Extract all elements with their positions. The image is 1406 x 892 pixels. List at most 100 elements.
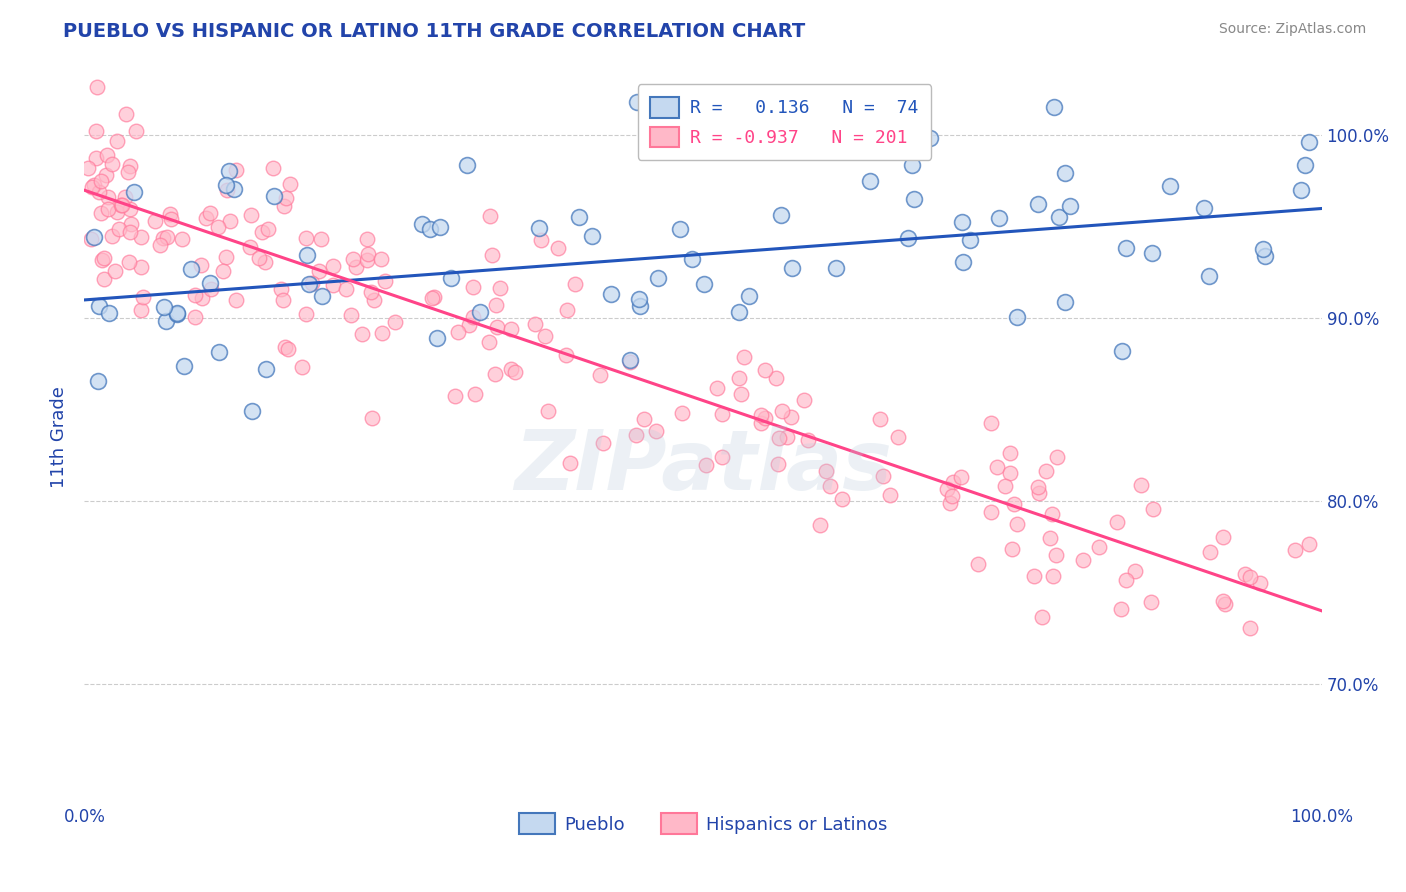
Point (681, 252, 703, 266)
Point (627, 292, 650, 306)
Point (1045, 548, 1067, 562)
Point (83, 178, 105, 193)
Point (239, 208, 262, 222)
Point (768, 431, 790, 445)
Point (695, 458, 717, 473)
Point (950, 215, 973, 229)
Point (322, 259, 344, 273)
Point (941, 489, 963, 503)
Y-axis label: 11th Grade: 11th Grade (51, 386, 69, 488)
Point (754, 411, 776, 425)
Point (555, 347, 578, 361)
Point (1198, 268, 1220, 283)
Point (737, 289, 759, 303)
Point (461, 310, 484, 324)
Point (626, 95, 648, 109)
Point (558, 457, 581, 471)
Point (589, 368, 612, 383)
Point (273, 199, 295, 213)
Point (249, 251, 271, 265)
Point (1054, 295, 1077, 310)
Point (1111, 602, 1133, 616)
Point (920, 131, 942, 145)
Point (949, 470, 972, 484)
Point (356, 232, 378, 246)
Point (444, 389, 467, 403)
Point (644, 425, 666, 439)
Point (426, 331, 449, 345)
Point (1139, 595, 1161, 609)
Point (253, 254, 276, 268)
Point (225, 162, 247, 177)
Point (374, 274, 396, 288)
Point (166, 306, 188, 320)
Point (808, 518, 831, 533)
Point (1039, 531, 1062, 545)
Point (1005, 310, 1028, 324)
Point (1035, 464, 1057, 478)
Point (936, 483, 959, 497)
Point (371, 326, 394, 340)
Point (80, 231, 103, 245)
Point (87, 185, 110, 199)
Point (901, 158, 924, 172)
Point (564, 277, 586, 291)
Point (1192, 201, 1215, 215)
Point (534, 329, 557, 343)
Point (711, 408, 734, 422)
Text: Source: ZipAtlas.com: Source: ZipAtlas.com (1219, 22, 1367, 37)
Point (340, 308, 363, 322)
Point (557, 303, 579, 318)
Point (1239, 570, 1261, 584)
Point (897, 230, 920, 244)
Point (1002, 497, 1025, 511)
Point (1040, 508, 1063, 522)
Point (93, 252, 115, 266)
Point (90, 206, 112, 220)
Point (547, 241, 569, 255)
Point (84, 151, 107, 165)
Point (107, 205, 129, 219)
Point (825, 261, 848, 276)
Point (120, 225, 142, 239)
Point (218, 164, 240, 178)
Point (537, 404, 560, 418)
Point (896, 112, 918, 127)
Point (84, 123, 107, 137)
Point (271, 293, 294, 307)
Point (263, 189, 285, 203)
Point (96, 168, 118, 182)
Point (1087, 540, 1109, 554)
Point (239, 240, 262, 254)
Point (668, 221, 690, 235)
Point (766, 457, 789, 471)
Point (254, 362, 277, 376)
Point (1251, 242, 1274, 256)
Point (879, 488, 901, 502)
Point (132, 290, 155, 304)
Point (420, 292, 443, 306)
Point (195, 211, 218, 226)
Point (820, 478, 842, 492)
Point (815, 464, 838, 478)
Point (108, 221, 131, 235)
Point (250, 225, 273, 239)
Point (600, 286, 623, 301)
Point (730, 386, 752, 401)
Point (710, 450, 733, 464)
Point (335, 282, 357, 296)
Point (419, 222, 441, 236)
Point (384, 315, 406, 329)
Point (524, 318, 547, 332)
Point (1142, 501, 1164, 516)
Point (796, 433, 818, 447)
Point (111, 198, 134, 212)
Point (143, 214, 166, 228)
Point (1289, 183, 1312, 197)
Point (83, 230, 105, 244)
Point (478, 209, 501, 223)
Point (117, 165, 139, 179)
Point (499, 322, 522, 336)
Point (173, 359, 195, 373)
Point (118, 202, 141, 216)
